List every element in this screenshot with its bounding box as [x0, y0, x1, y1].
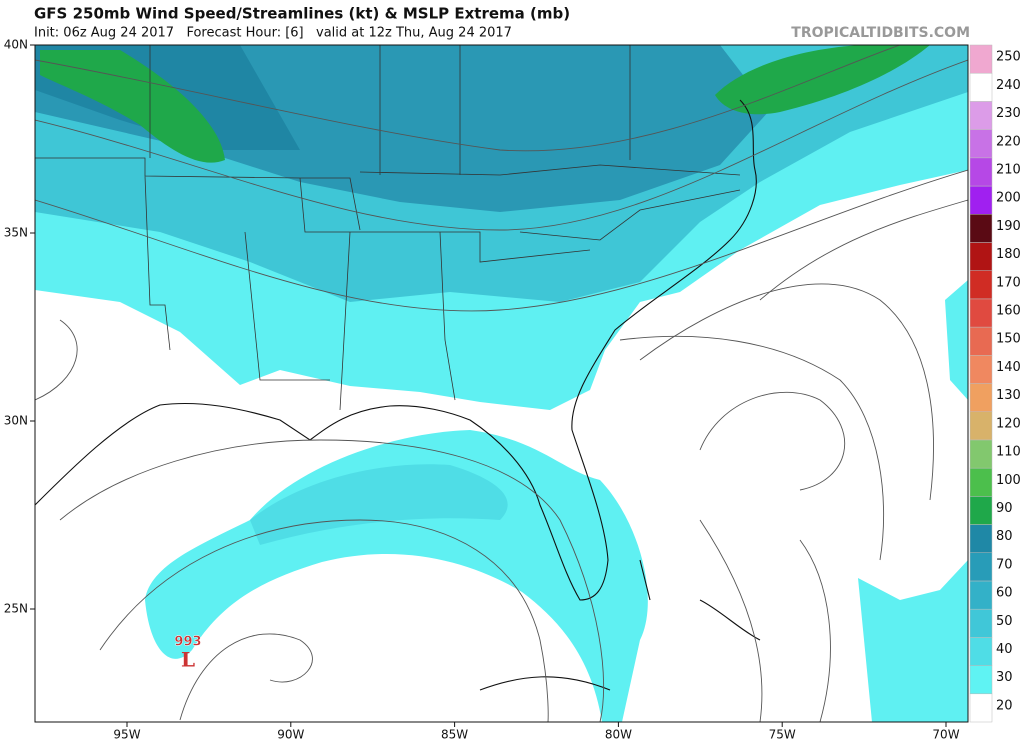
- map: 993 L: [34, 44, 969, 723]
- lon-label: 70W: [932, 728, 959, 742]
- lon-label: 85W: [441, 728, 468, 742]
- lon-label: 90W: [277, 728, 304, 742]
- colorbar-label: 240: [996, 78, 1021, 93]
- colorbar-label: 230: [996, 106, 1021, 121]
- colorbar-box: [969, 185, 993, 215]
- map-frame: [34, 44, 969, 723]
- colorbar-label: 120: [996, 416, 1021, 431]
- colorbar-box: [969, 637, 993, 666]
- colorbar-box: [969, 608, 993, 638]
- colorbar-label: 210: [996, 162, 1021, 177]
- colorbar-box: [969, 270, 993, 300]
- colorbar-box: [969, 129, 993, 159]
- colorbar-box: [969, 298, 993, 328]
- colorbar-label: 20: [996, 698, 1013, 713]
- colorbar-box: [969, 242, 993, 271]
- colorbar-label: 170: [996, 275, 1021, 290]
- subtitle: Init: 06z Aug 24 2017 Forecast Hour: [6]…: [34, 26, 512, 41]
- colorbar-box: [969, 496, 993, 525]
- colorbar-label: 160: [996, 304, 1021, 319]
- wind-southeast: [858, 560, 968, 722]
- colorbar-label: 150: [996, 332, 1021, 347]
- colorbar-label: 100: [996, 473, 1021, 488]
- colorbar-box: [969, 552, 993, 582]
- colorbar-label: 110: [996, 445, 1021, 460]
- colorbar-label: 70: [996, 557, 1013, 572]
- colorbar-box: [969, 355, 993, 384]
- colorbar-box: [969, 101, 993, 130]
- colorbar-label: 40: [996, 642, 1013, 657]
- colorbar-box: [969, 524, 993, 554]
- jet-core-east: [715, 45, 930, 115]
- colorbar-box: [969, 326, 993, 356]
- colorbar-label: 250: [996, 50, 1021, 65]
- lat-label: 40N: [4, 38, 28, 52]
- colorbar-box: [969, 157, 993, 187]
- title: GFS 250mb Wind Speed/Streamlines (kt) & …: [34, 5, 570, 23]
- colorbar-label: 30: [996, 670, 1013, 685]
- colorbar-box: [969, 580, 993, 610]
- colorbar-box: [969, 467, 993, 497]
- colorbar-label: 80: [996, 529, 1013, 544]
- axes: 40N 35N 30N 25N 95W 90W 85W 80W 75W 70W: [4, 38, 960, 742]
- jet-core-west: [40, 50, 225, 163]
- colorbar-label: 190: [996, 219, 1021, 234]
- colorbar: 20 30 40 50 60 70 80 90 100 110 120 130 140 150 160 170…: [969, 44, 1021, 723]
- wind-east-strip: [945, 280, 968, 400]
- colorbar-label: 130: [996, 388, 1021, 403]
- coastline: [35, 99, 757, 601]
- colorbar-box: [969, 693, 993, 723]
- wind-gulf: [145, 430, 648, 722]
- site-watermark: TROPICALTIDBITS.COM: [791, 25, 970, 41]
- state-borders: [35, 45, 741, 411]
- colorbar-box: [969, 665, 993, 695]
- lon-label: 95W: [113, 728, 140, 742]
- colorbar-box: [969, 72, 993, 102]
- colorbar-label: 220: [996, 134, 1021, 149]
- lat-label: 30N: [4, 414, 28, 428]
- streamlines: [35, 45, 968, 722]
- colorbar-label: 200: [996, 191, 1021, 206]
- low-symbol: L: [181, 648, 195, 672]
- colorbar-label: 60: [996, 586, 1013, 601]
- lon-label: 75W: [769, 728, 796, 742]
- colorbar-box: [969, 214, 993, 243]
- colorbar-label: 180: [996, 247, 1021, 262]
- lat-label: 25N: [4, 602, 28, 616]
- pressure-label: 993: [174, 635, 201, 650]
- colorbar-box: [969, 439, 993, 469]
- colorbar-label: 90: [996, 501, 1013, 516]
- colorbar-box: [969, 411, 993, 441]
- wind-gulf-inner: [250, 464, 508, 545]
- colorbar-label: 50: [996, 614, 1013, 629]
- colorbar-box: [969, 44, 993, 74]
- lat-label: 35N: [4, 226, 28, 240]
- colorbar-label: 140: [996, 360, 1021, 375]
- colorbar-box: [969, 383, 993, 412]
- lon-label: 80W: [605, 728, 632, 742]
